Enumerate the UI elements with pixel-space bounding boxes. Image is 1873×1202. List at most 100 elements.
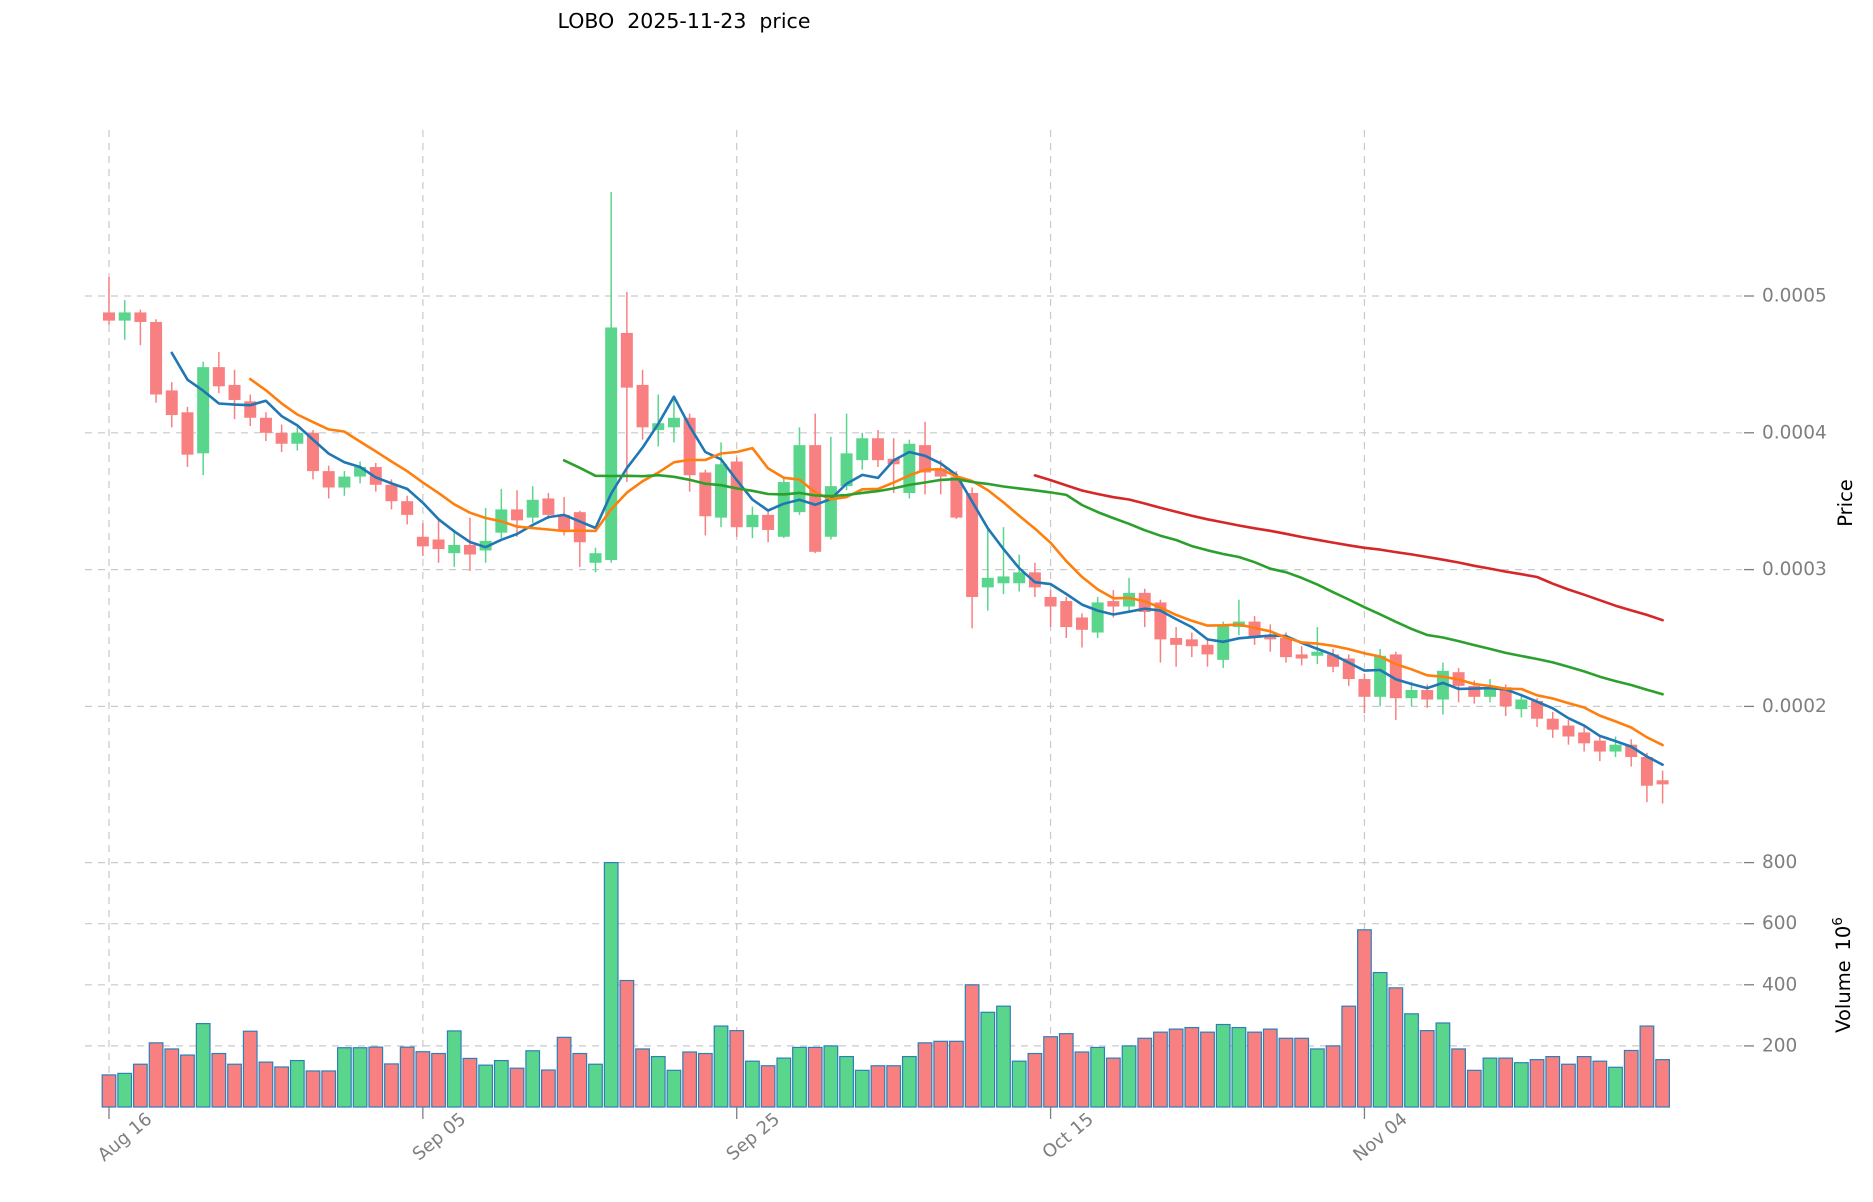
candle-body: [1091, 602, 1104, 633]
volume-bar: [1027, 1052, 1043, 1108]
price-tick-label: 0.0004: [1762, 422, 1827, 443]
date-tick-label: Sep 25: [723, 1109, 784, 1165]
price-axis-title: Price: [1834, 479, 1857, 527]
candle-body: [871, 438, 884, 461]
candle-body: [1374, 655, 1387, 697]
volume-bar: [336, 1047, 352, 1108]
chart-title: LOBO 2025-11-23 price: [557, 9, 811, 33]
date-tick-label: Sep 05: [409, 1109, 470, 1165]
volume-bar: [1090, 1046, 1106, 1108]
volume-bar: [901, 1055, 917, 1108]
volume-bar: [352, 1047, 368, 1108]
volume-bar: [274, 1066, 290, 1108]
candle-body: [134, 312, 147, 322]
candle-body: [1060, 601, 1073, 628]
candle-body: [1248, 621, 1261, 638]
volume-bar: [132, 1063, 148, 1108]
candle-body: [1593, 740, 1606, 752]
price-tick-label: 0.0003: [1762, 559, 1827, 580]
candle-body: [1515, 699, 1528, 710]
volume-bar: [1545, 1055, 1561, 1108]
volume-bar: [1513, 1062, 1529, 1108]
volume-bar: [666, 1069, 682, 1108]
candle-body: [511, 509, 524, 521]
volume-bar: [1639, 1025, 1655, 1108]
candle-body: [715, 464, 728, 518]
volume-bar: [1451, 1048, 1466, 1108]
volume-bar: [368, 1046, 384, 1108]
volume-bar: [1105, 1057, 1121, 1108]
ma10-line: [248, 377, 1664, 747]
candle-body: [1264, 635, 1277, 640]
volume-bar: [1058, 1033, 1074, 1108]
candle-body: [652, 423, 665, 431]
volume-bar: [1262, 1028, 1278, 1108]
candle-body: [809, 445, 822, 552]
candle-body: [275, 432, 288, 444]
candle-body: [338, 476, 351, 488]
volume-bar: [854, 1069, 870, 1108]
volume-bar: [1592, 1060, 1608, 1108]
volume-tick-label: 400: [1762, 974, 1797, 995]
volume-axis-exponent: 6: [1830, 917, 1846, 926]
volume-bar: [588, 1063, 603, 1108]
ma60-line: [1033, 474, 1664, 622]
volume-bar: [525, 1050, 541, 1108]
volume-bar: [1247, 1031, 1262, 1108]
volume-bar: [1341, 1005, 1357, 1108]
volume-bar: [1498, 1057, 1514, 1108]
volume-bar: [289, 1059, 305, 1108]
candle-body: [448, 544, 461, 554]
candle-body: [1279, 638, 1292, 658]
price-tick-label: 0.0005: [1762, 286, 1827, 307]
candle-body: [903, 443, 916, 493]
candle-body: [1468, 685, 1481, 697]
candle-body: [1421, 689, 1434, 700]
candle-body: [291, 432, 304, 444]
volume-bar: [760, 1065, 776, 1108]
volume-bar: [541, 1069, 556, 1108]
candle-body: [1358, 679, 1371, 697]
candle-body: [934, 468, 947, 477]
volume-bar: [493, 1059, 509, 1108]
volume-bar: [1137, 1037, 1153, 1108]
candle-body: [1075, 617, 1088, 630]
candle-body: [165, 390, 178, 416]
volume-bar: [572, 1052, 588, 1108]
volume-tick-label: 600: [1762, 913, 1797, 934]
volume-bar: [1215, 1023, 1231, 1108]
volume-bar: [227, 1063, 242, 1108]
volume-bar: [1043, 1036, 1058, 1108]
candle-body: [762, 514, 775, 530]
volume-bar: [1074, 1051, 1090, 1108]
volume-bar: [305, 1070, 321, 1108]
candle-body: [1295, 654, 1308, 659]
candle-body: [259, 417, 272, 433]
volume-bar: [195, 1022, 211, 1108]
volume-bar: [619, 979, 635, 1108]
candle-body: [416, 536, 429, 547]
candle-body: [432, 539, 445, 550]
candle-body: [197, 367, 210, 454]
candle-body: [1531, 700, 1544, 719]
candle-body: [212, 367, 225, 387]
volume-bar: [431, 1052, 446, 1108]
volume-bar: [148, 1042, 164, 1108]
volume-bar: [1608, 1066, 1623, 1108]
volume-bar: [603, 861, 619, 1108]
candle-body: [981, 577, 994, 588]
volume-tick-label: 200: [1762, 1035, 1797, 1056]
candle-body: [322, 471, 335, 488]
volume-bar: [697, 1052, 713, 1108]
volume-bar: [964, 984, 980, 1108]
date-tick-label: Nov 04: [1349, 1109, 1411, 1166]
volume-bar: [462, 1057, 478, 1108]
candle-body: [1609, 744, 1622, 752]
candle-body: [840, 453, 853, 487]
volume-bar: [415, 1051, 431, 1108]
candle-body: [1499, 687, 1512, 707]
candle-body: [589, 553, 602, 563]
volume-bar: [792, 1046, 807, 1108]
